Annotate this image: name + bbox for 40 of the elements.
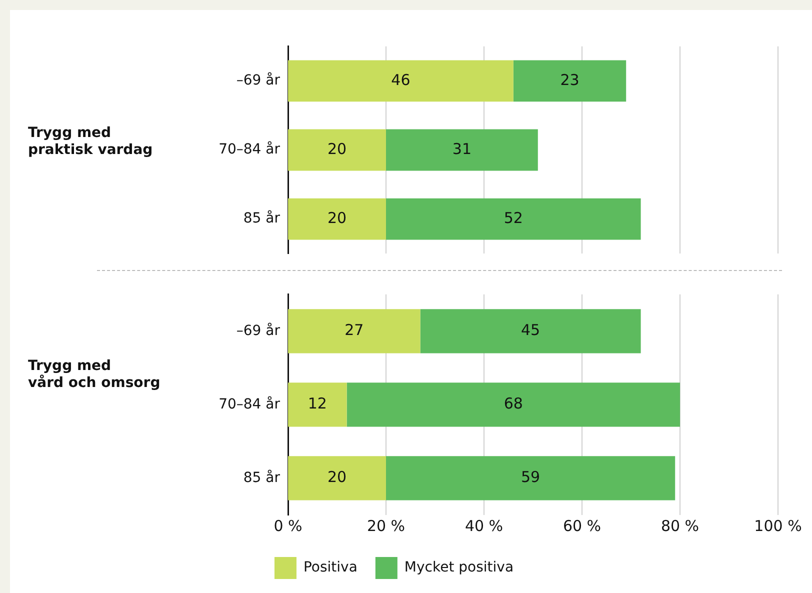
bar (288, 382, 347, 427)
bar (288, 198, 386, 240)
y-tick-label: 85 år (243, 468, 280, 486)
data-label: 20 (327, 468, 347, 486)
x-tick-label: 80 % (660, 516, 700, 535)
data-label: 31 (452, 140, 472, 158)
x-tick-label: 20 % (366, 516, 406, 535)
bar (288, 129, 386, 171)
data-label: 52 (504, 208, 523, 227)
y-tick-label: –69 år (236, 72, 280, 89)
x-tick-label: 60 % (562, 516, 602, 535)
x-tick-label: 100 % (754, 516, 802, 535)
data-label: 59 (521, 468, 540, 486)
data-label: 20 (327, 140, 347, 158)
bar (386, 456, 676, 500)
bar (288, 60, 514, 102)
y-axis-title: Trygg med praktisk vardag (28, 125, 153, 159)
bar (386, 129, 538, 171)
bar (288, 309, 420, 354)
y-axis-title: Trygg med vård och omsorg (28, 358, 160, 392)
legend-label: Mycket positiva (404, 560, 514, 576)
data-label: 46 (391, 70, 410, 89)
bar (386, 198, 641, 240)
bar (420, 309, 641, 354)
bar (346, 382, 680, 427)
legend-label: Positiva (303, 560, 358, 576)
data-label: 45 (521, 321, 540, 340)
bar (288, 456, 386, 500)
x-tick-label: 40 % (464, 516, 504, 535)
y-tick-label: 85 år (243, 210, 280, 227)
x-tick-label: 0 % (274, 516, 302, 535)
bar (513, 60, 626, 102)
y-tick-label: 70–84 år (218, 140, 280, 158)
data-label: 20 (327, 208, 347, 227)
y-tick-label: –69 år (236, 322, 280, 339)
data-label: 12 (308, 394, 327, 413)
y-tick-label: 70–84 år (218, 395, 280, 412)
data-label: 27 (344, 321, 364, 340)
data-label: 68 (504, 394, 523, 413)
data-label: 23 (560, 70, 580, 89)
